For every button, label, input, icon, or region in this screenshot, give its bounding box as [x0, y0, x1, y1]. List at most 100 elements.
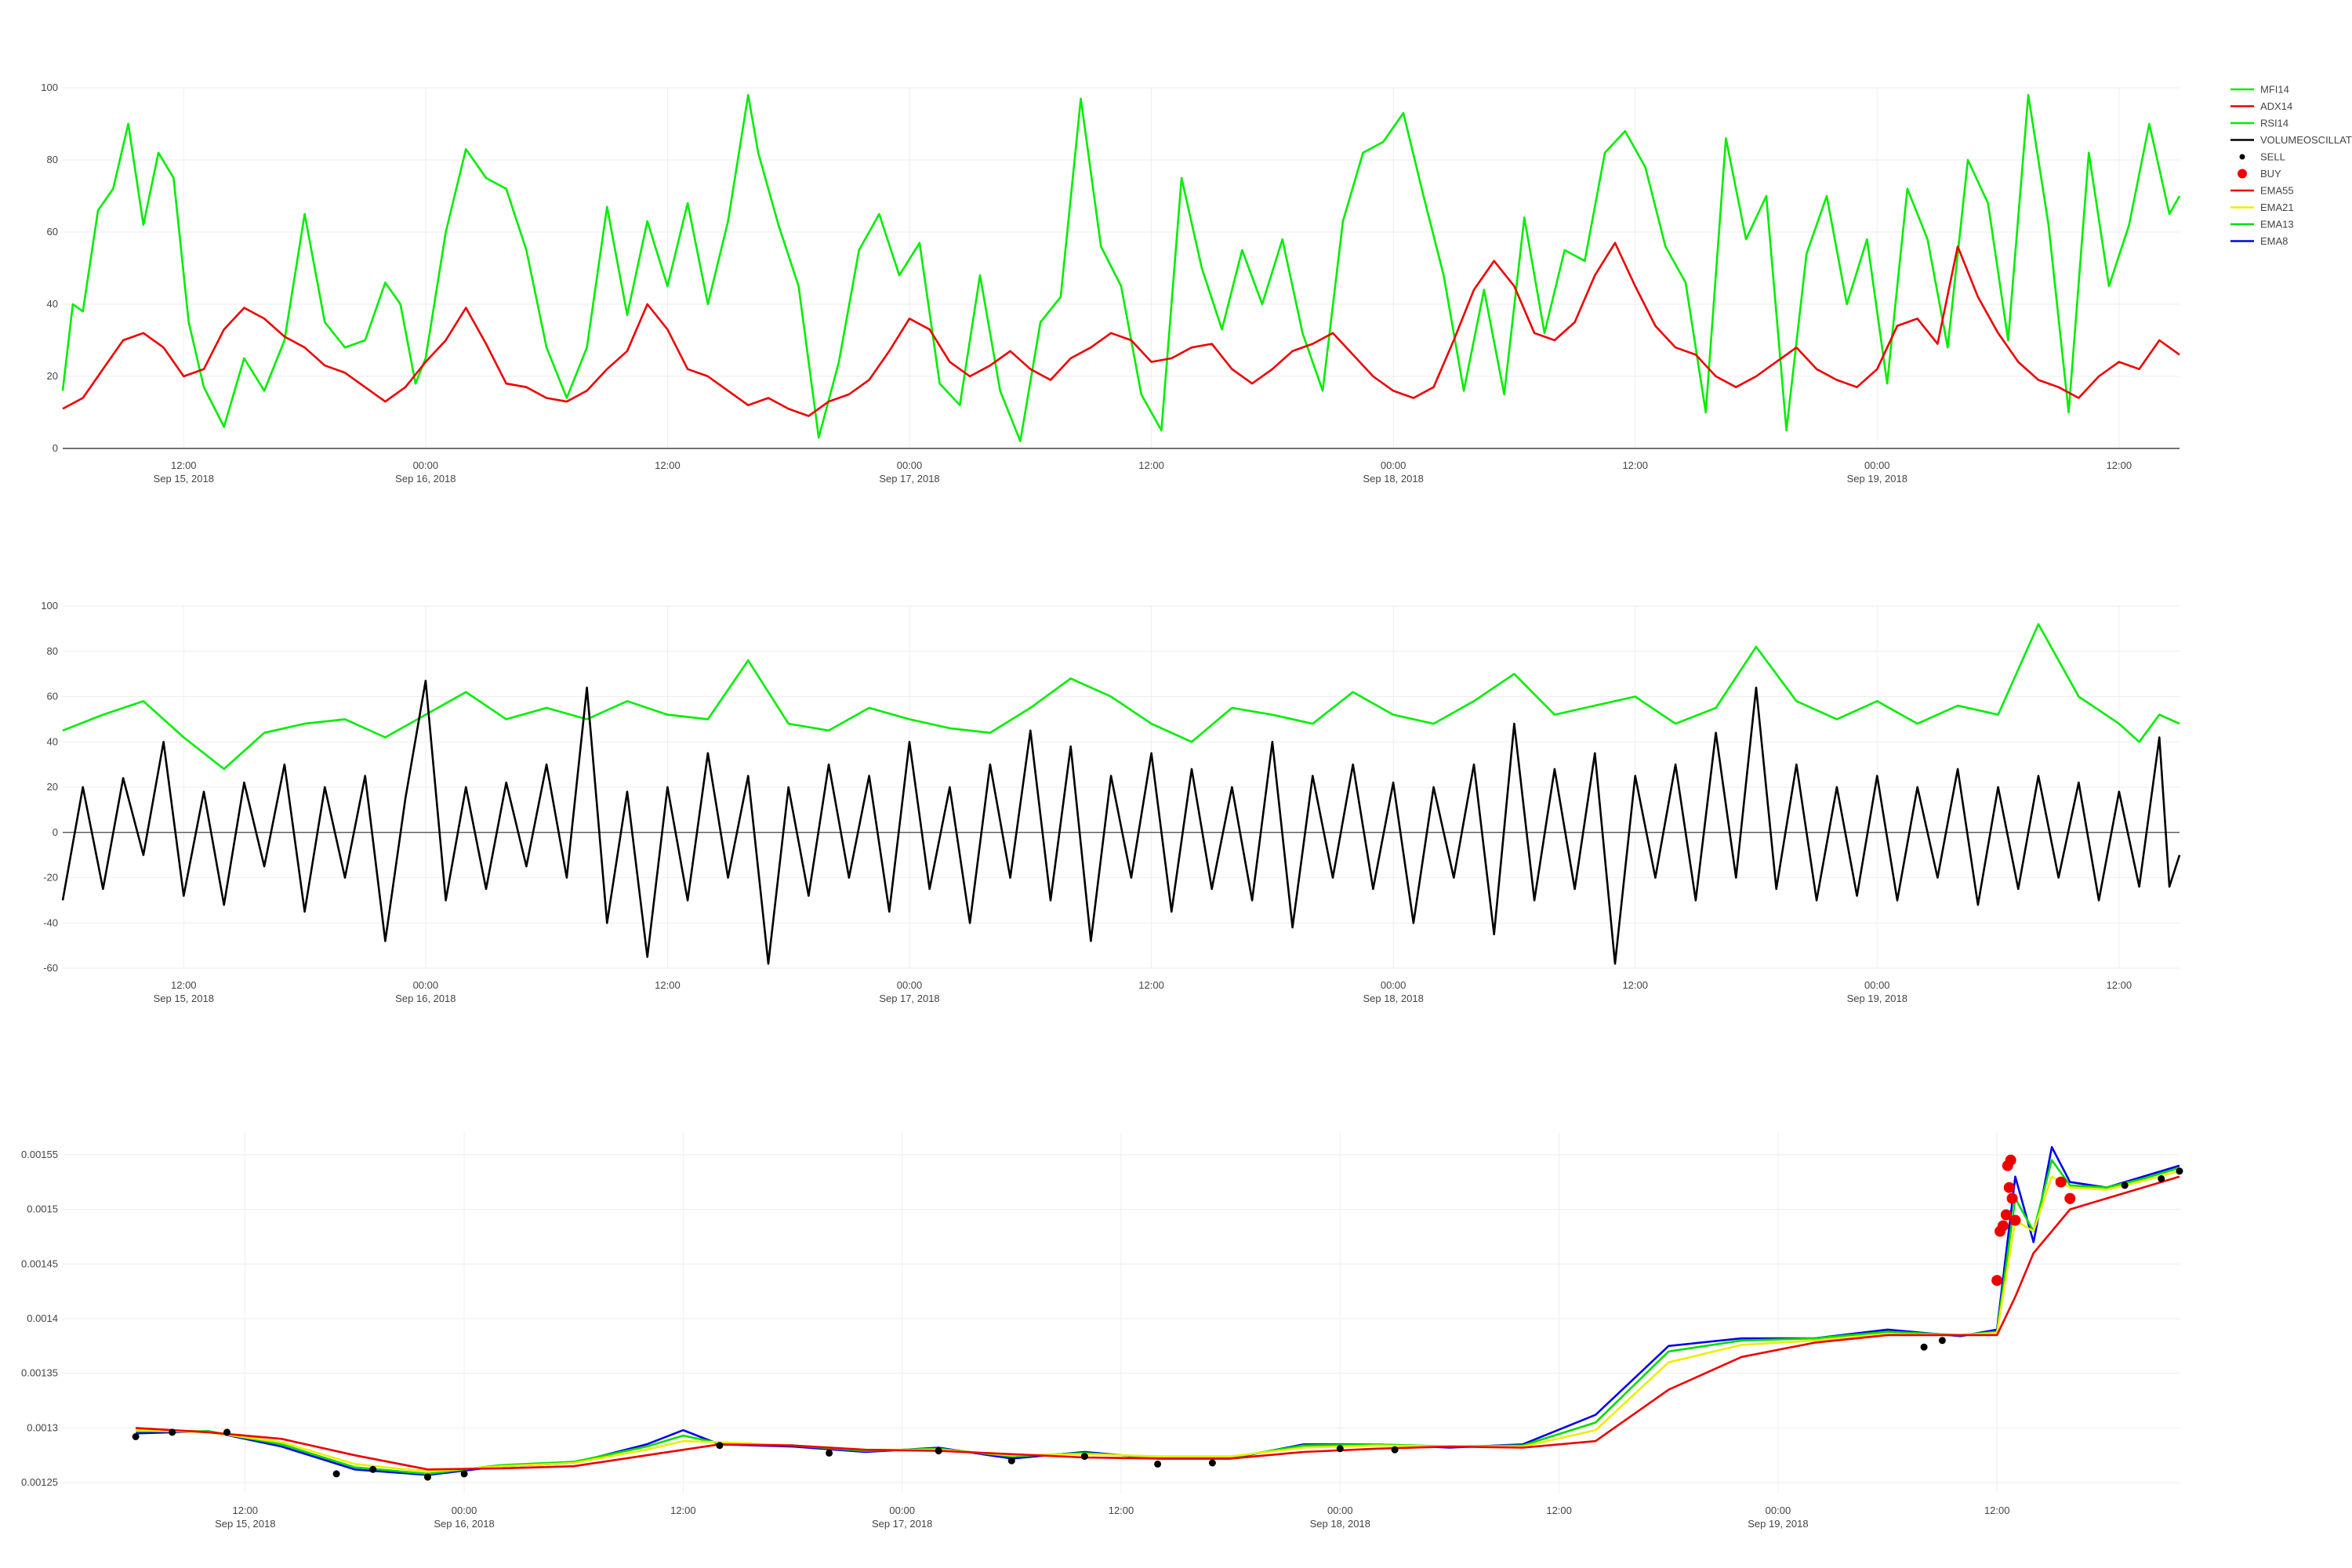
- y-tick-label: 0.00155: [21, 1149, 58, 1160]
- sell-marker: [716, 1442, 724, 1450]
- legend-buy-swatch: [2238, 169, 2247, 179]
- x-tick-label: 12:00: [171, 979, 197, 991]
- x-tick-label: 00:00: [413, 459, 439, 471]
- sell-marker: [1336, 1445, 1344, 1453]
- buy-marker: [2064, 1192, 2076, 1204]
- sell-marker: [2121, 1181, 2129, 1189]
- x-tick-sublabel: Sep 15, 2018: [215, 1518, 275, 1530]
- x-tick-sublabel: Sep 16, 2018: [395, 473, 456, 485]
- y-tick-label: 0.0013: [27, 1421, 58, 1433]
- x-tick-sublabel: Sep 19, 2018: [1847, 473, 1907, 485]
- x-tick-label: 12:00: [1622, 979, 1648, 991]
- legend-sell-label: SELL: [2260, 151, 2285, 163]
- y-tick-label: 40: [47, 735, 58, 747]
- x-tick-label: 12:00: [1138, 979, 1164, 991]
- sell-marker: [2176, 1167, 2183, 1175]
- buy-marker: [1998, 1220, 2009, 1232]
- legend-ema21-label: EMA21: [2260, 201, 2294, 213]
- x-tick-label: 12:00: [1984, 1504, 2010, 1516]
- x-tick-sublabel: Sep 19, 2018: [1748, 1518, 1808, 1530]
- y-tick-label: 0.0014: [27, 1312, 58, 1324]
- legend-sell-swatch: [2239, 154, 2245, 160]
- x-tick-label: 00:00: [897, 459, 923, 471]
- sell-marker: [460, 1470, 468, 1478]
- panel-indicators-top: 0 20 40 60 80 100 12:00 Sep 15, 2018 00:00 Sep 16…: [41, 82, 2181, 485]
- buy-marker: [2000, 1209, 2012, 1221]
- buy-marker: [2055, 1176, 2067, 1188]
- x-tick-label: 00:00: [452, 1504, 477, 1516]
- y-tick-label: 0.00145: [21, 1258, 58, 1269]
- x-tick-label: 00:00: [413, 979, 439, 991]
- sell-marker: [369, 1465, 377, 1473]
- sell-marker: [132, 1433, 140, 1440]
- legend-rsi14-label: RSI14: [2260, 118, 2288, 129]
- x-tick-label: 12:00: [655, 459, 681, 471]
- legend-ema8-label: EMA8: [2260, 235, 2288, 247]
- ema21-series-line: [136, 1170, 2180, 1473]
- panel-indicators-middle: -60 -40 -20 0 20 40 60 80 100 12:00 Sep 15, 2018 00…: [41, 600, 2181, 1004]
- x-tick-sublabel: Sep 18, 2018: [1310, 1518, 1370, 1530]
- panel-price-bottom: 0.00125 0.0013 0.00135 0.0014 0.00145 0.0015 0…: [21, 1133, 2183, 1530]
- x-tick-sublabel: Sep 17, 2018: [879, 473, 939, 485]
- sell-marker: [1938, 1337, 1946, 1345]
- sell-marker: [1007, 1457, 1015, 1465]
- legend-volumeoscillator-label: VOLUMEOSCILLATOR: [2260, 134, 2352, 146]
- y-tick-label: 60: [47, 691, 58, 702]
- buy-marker: [2003, 1181, 2015, 1193]
- sell-marker: [1208, 1459, 1216, 1467]
- sell-marker: [424, 1473, 431, 1481]
- ema8-series-line: [136, 1145, 2180, 1476]
- x-tick-label: 12:00: [2107, 979, 2132, 991]
- x-tick-label: 00:00: [1864, 459, 1890, 471]
- x-tick-sublabel: Sep 17, 2018: [879, 993, 939, 1004]
- legend-adx14-label: ADX14: [2260, 100, 2292, 112]
- y-tick-label: 60: [47, 226, 58, 238]
- x-tick-label: 12:00: [232, 1504, 258, 1516]
- x-tick-sublabel: Sep 17, 2018: [872, 1518, 932, 1530]
- y-tick-label: -60: [43, 962, 58, 974]
- y-tick-label: 20: [47, 781, 58, 793]
- adx14-series-line: [62, 241, 2180, 417]
- x-tick-label: 12:00: [670, 1504, 696, 1516]
- sell-marker: [1920, 1343, 1928, 1351]
- sell-marker: [332, 1470, 340, 1478]
- buy-marker: [2005, 1154, 2016, 1166]
- y-tick-label: 100: [41, 82, 58, 93]
- x-tick-label: 12:00: [2107, 459, 2132, 471]
- y-tick-label: 0.0015: [27, 1203, 58, 1215]
- x-tick-sublabel: Sep 15, 2018: [154, 993, 214, 1004]
- sell-marker: [169, 1428, 176, 1436]
- y-tick-label: 0: [53, 442, 58, 454]
- x-tick-label: 12:00: [1109, 1504, 1134, 1516]
- sell-marker: [1080, 1453, 1088, 1461]
- x-tick-label: 00:00: [1766, 1504, 1791, 1516]
- sell-marker: [223, 1428, 230, 1436]
- rsi14-series-line: [62, 622, 2180, 771]
- sell-marker: [1391, 1446, 1399, 1454]
- sell-marker: [2158, 1175, 2165, 1182]
- x-tick-sublabel: Sep 16, 2018: [395, 993, 456, 1004]
- buy-marker: [1991, 1275, 2003, 1287]
- x-tick-label: 12:00: [1546, 1504, 1572, 1516]
- sell-marker: [1154, 1460, 1162, 1468]
- buy-marker: [2009, 1214, 2021, 1226]
- x-tick-sublabel: Sep 19, 2018: [1847, 993, 1907, 1004]
- legend-buy-label: BUY: [2260, 168, 2281, 180]
- x-tick-sublabel: Sep 16, 2018: [434, 1518, 494, 1530]
- x-tick-label: 12:00: [171, 459, 197, 471]
- ema13-series-line: [136, 1159, 2180, 1475]
- y-tick-label: 0.00135: [21, 1367, 58, 1379]
- y-tick-label: 0.00125: [21, 1476, 58, 1488]
- y-tick-label: -20: [43, 872, 58, 884]
- chart-legend: MFI14 ADX14 RSI14 VOLUMEOSCILLATOR SELL BUY EM…: [2230, 84, 2352, 247]
- volumeoscillator-series-line: [61, 680, 2181, 965]
- x-tick-label: 00:00: [1864, 979, 1890, 991]
- x-tick-label: 00:00: [889, 1504, 915, 1516]
- legend-mfi14-label: MFI14: [2260, 84, 2289, 96]
- y-tick-label: 0: [53, 826, 58, 838]
- x-tick-label: 00:00: [1381, 459, 1406, 471]
- y-tick-label: 40: [47, 298, 58, 310]
- y-tick-label: 80: [47, 154, 58, 165]
- buy-marker: [2006, 1192, 2018, 1204]
